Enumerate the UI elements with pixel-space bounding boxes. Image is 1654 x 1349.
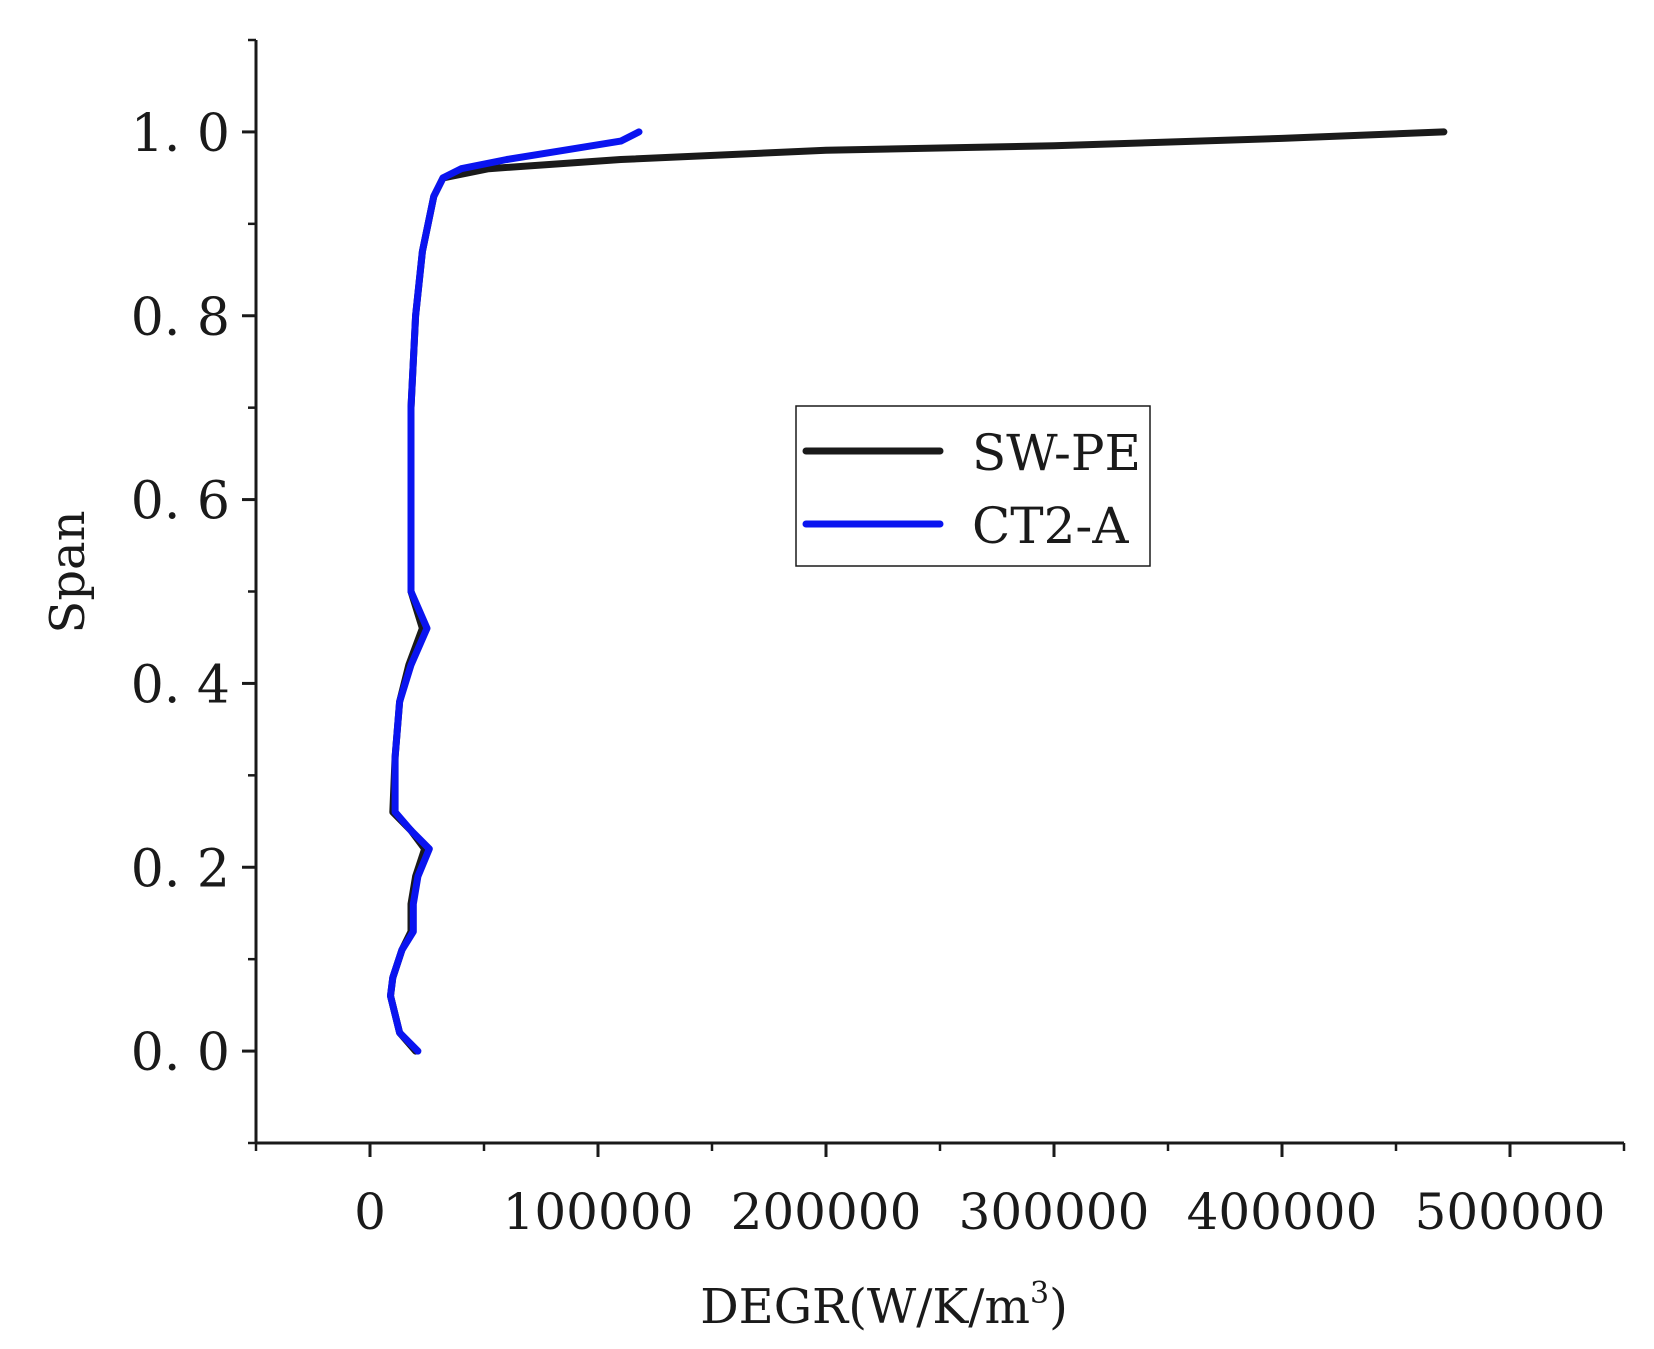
y-axis-title: Span [40,510,96,633]
y-tick-label: 1. 0 [131,104,230,164]
y-tick-label: 0. 2 [131,839,230,899]
y-tick-label: 0. 6 [131,472,230,532]
x-ticks: 0 100000 200000 300000 400000 500000 [254,1143,1626,1241]
x-axis-title: DEGR(W/K/m3) [700,1276,1068,1335]
legend: SW-PE CT2-A [795,405,1151,567]
x-tick-label: 400000 [1187,1183,1378,1241]
legend-label-sw-pe: SW-PE [972,424,1141,482]
x-tick-label: 0 [354,1183,386,1241]
x-tick-label: 200000 [731,1183,922,1241]
x-tick-label: 100000 [503,1183,694,1241]
legend-box [795,405,1151,567]
x-tick-label: 500000 [1415,1183,1606,1241]
y-tick-label: 0. 0 [131,1023,230,1083]
x-axis-title-main: DEGR(W/K/m [700,1279,1030,1335]
x-axis-title-close: ) [1049,1279,1068,1335]
legend-label-ct2-a: CT2-A [972,497,1129,555]
plot-lines [387,128,1448,1055]
y-ticks: 0. 0 0. 2 0. 4 0. 6 0. 8 1. 0 [131,38,256,1145]
series-line-ct2-a [387,128,643,1055]
series-line-sw-pe [387,128,1448,1055]
x-tick-label: 300000 [959,1183,1150,1241]
y-tick-label: 0. 4 [131,655,230,715]
y-tick-label: 0. 8 [131,288,230,348]
x-axis-title-superscript: 3 [1030,1276,1049,1311]
